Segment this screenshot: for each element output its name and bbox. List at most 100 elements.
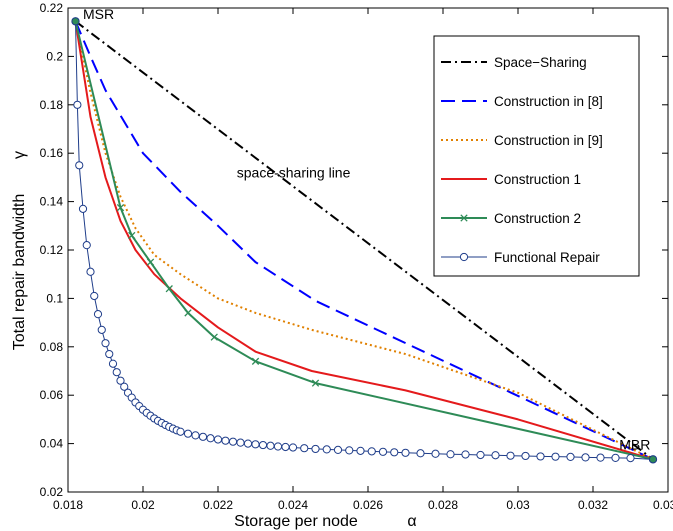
data-point bbox=[322, 445, 331, 454]
data-point bbox=[258, 440, 268, 450]
x-tick-label: 0.022 bbox=[203, 498, 233, 512]
data-point bbox=[356, 446, 365, 455]
legend-marker bbox=[460, 214, 468, 222]
data-point bbox=[566, 452, 575, 462]
data-point bbox=[476, 450, 485, 460]
data-point bbox=[146, 258, 155, 266]
legend-marker bbox=[459, 252, 469, 262]
y-tick-label: 0.08 bbox=[40, 340, 64, 354]
data-point bbox=[251, 357, 260, 365]
series-construction-in-8 bbox=[74, 20, 654, 461]
data-point bbox=[86, 267, 95, 276]
endpoint-marker bbox=[648, 455, 658, 464]
data-point bbox=[461, 450, 470, 459]
legend-label: Construction in [8] bbox=[494, 94, 603, 109]
axis-ticks: 0.018 0.02 0.022 0.024 0.026 0.028 0.03 0.032 0.… bbox=[40, 1, 673, 512]
data-point bbox=[210, 333, 218, 341]
y-tick-label: 0.02 bbox=[40, 485, 64, 499]
y-tick-label: 0.18 bbox=[40, 98, 64, 112]
data-point bbox=[431, 449, 440, 458]
data-point bbox=[367, 447, 376, 456]
x-tick-label: 0.018 bbox=[53, 498, 83, 512]
annotation-space-sharing-line: space-sharing line bbox=[237, 164, 351, 180]
data-point bbox=[128, 231, 136, 240]
data-point bbox=[116, 203, 125, 212]
data-point bbox=[73, 100, 82, 109]
x-tick-label: 0.026 bbox=[353, 498, 383, 512]
data-point bbox=[273, 442, 283, 451]
data-point bbox=[446, 450, 455, 459]
y-axis-label: Total repair bandwidth bbox=[11, 194, 28, 351]
data-point bbox=[93, 310, 103, 319]
data-point bbox=[311, 379, 320, 387]
x-tick-label: 0.028 bbox=[428, 498, 458, 512]
data-point bbox=[390, 448, 399, 457]
data-point bbox=[345, 446, 354, 455]
legend-label: Space−Sharing bbox=[494, 55, 587, 70]
data-point bbox=[75, 161, 84, 170]
data-point bbox=[536, 452, 545, 461]
series-construction-2 bbox=[74, 21, 654, 461]
series-construction-in-9 bbox=[74, 21, 654, 461]
annotation-mbr: MBR bbox=[619, 437, 650, 453]
y-axis-symbol: γ bbox=[11, 151, 28, 159]
legend-item-construction-in-9: Construction in [9] bbox=[441, 133, 603, 148]
data-point bbox=[416, 449, 425, 458]
data-point bbox=[116, 376, 125, 385]
data-point bbox=[251, 440, 260, 449]
legend-item-functional-repair: Functional Repair bbox=[441, 250, 600, 265]
data-point bbox=[120, 382, 129, 391]
data-point bbox=[236, 438, 245, 447]
data-point bbox=[491, 451, 500, 460]
legend-label: Construction in [9] bbox=[494, 133, 603, 148]
y-tick-label: 0.12 bbox=[40, 243, 64, 257]
data-point bbox=[221, 436, 230, 445]
legend: Space−Sharing Construction in [8] Construc… bbox=[433, 35, 640, 277]
series-line bbox=[74, 21, 654, 461]
data-point bbox=[378, 447, 388, 456]
x-tick-label: 0.02 bbox=[131, 498, 155, 512]
y-tick-label: 0.04 bbox=[40, 437, 64, 451]
series-line bbox=[74, 20, 654, 461]
data-point bbox=[311, 444, 320, 454]
data-point bbox=[281, 442, 290, 452]
y-tick-label: 0.06 bbox=[40, 388, 64, 402]
data-point bbox=[101, 339, 110, 348]
series-layer bbox=[71, 17, 658, 464]
data-point bbox=[206, 434, 215, 443]
data-point bbox=[97, 325, 106, 334]
data-point bbox=[401, 448, 410, 457]
data-point bbox=[266, 441, 275, 450]
series-line bbox=[74, 21, 654, 461]
data-point bbox=[506, 451, 515, 460]
annotation-msr: MSR bbox=[83, 6, 114, 22]
x-axis-symbol: α bbox=[407, 513, 416, 530]
data-point bbox=[191, 431, 200, 440]
y-tick-label: 0.14 bbox=[40, 195, 64, 209]
data-point bbox=[333, 445, 343, 454]
data-point bbox=[300, 444, 309, 453]
y-tick-label: 0.16 bbox=[40, 146, 64, 160]
x-tick-label: 0.024 bbox=[278, 498, 308, 512]
legend-label: Functional Repair bbox=[494, 250, 600, 265]
data-point bbox=[228, 437, 238, 446]
data-point bbox=[183, 429, 193, 438]
data-point bbox=[611, 453, 620, 462]
legend-box bbox=[433, 35, 640, 277]
data-point bbox=[90, 291, 99, 301]
legend-label: Construction 1 bbox=[494, 172, 581, 187]
legend-label: Construction 2 bbox=[494, 211, 581, 226]
data-point bbox=[521, 451, 530, 461]
legend-item-construction-2: Construction 2 bbox=[441, 211, 581, 226]
data-point bbox=[581, 453, 590, 462]
data-point bbox=[108, 359, 118, 368]
series-line bbox=[74, 21, 654, 461]
data-point bbox=[243, 439, 253, 448]
series-line bbox=[74, 20, 654, 461]
data-point bbox=[213, 435, 223, 444]
x-axis-label: Storage per node bbox=[234, 513, 358, 530]
data-point bbox=[105, 349, 114, 359]
endpoint-marker bbox=[71, 17, 80, 26]
y-tick-label: 0.1 bbox=[46, 291, 63, 305]
